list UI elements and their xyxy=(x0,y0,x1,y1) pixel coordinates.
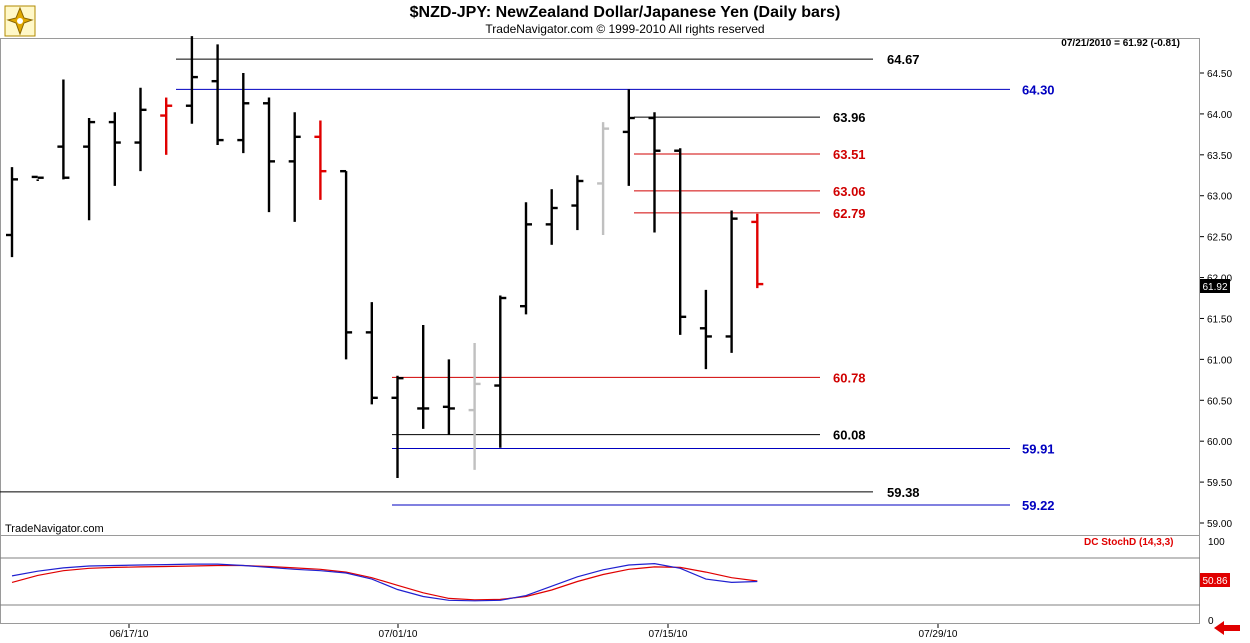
date-axis: 06/17/10 07/01/10 07/15/10 07/29/10 xyxy=(110,624,958,640)
price-tick-label: 60.00 xyxy=(1207,437,1232,448)
stoch-tick-0: 0 xyxy=(1208,616,1214,627)
stoch-k-line xyxy=(11,562,758,602)
level-label: 64.30 xyxy=(1022,82,1055,97)
date-tick-label: 07/29/10 xyxy=(919,629,958,640)
indicator-label: DC StochD (14,3,3) xyxy=(1084,537,1174,548)
price-tick-label: 61.50 xyxy=(1207,314,1232,325)
level-label: 62.79 xyxy=(833,206,866,221)
price-axis: 64.5064.0063.5063.0062.5062.0061.5061.00… xyxy=(1200,69,1232,530)
trade-navigator-logo-icon xyxy=(4,5,36,37)
stoch-d-line xyxy=(11,564,758,601)
level-label: 59.91 xyxy=(1022,442,1055,457)
stoch-tick-100: 100 xyxy=(1208,537,1225,548)
price-tick-label: 59.00 xyxy=(1207,519,1232,530)
last-price-tag xyxy=(1200,279,1230,293)
stoch-value-label: 50.86 xyxy=(1202,576,1227,587)
date-tick-label: 06/17/10 xyxy=(110,629,149,640)
level-label: 64.67 xyxy=(887,52,920,67)
date-tick-label: 07/15/10 xyxy=(649,629,688,640)
price-tick-label: 64.00 xyxy=(1207,110,1232,121)
stoch-value-tag xyxy=(1200,573,1230,587)
last-price-label: 61.92 xyxy=(1202,282,1227,293)
price-tick-label: 60.50 xyxy=(1207,396,1232,407)
level-label: 59.38 xyxy=(887,485,920,500)
price-tick-label: 62.50 xyxy=(1207,233,1232,244)
price-tick-label: 61.00 xyxy=(1207,355,1232,366)
price-tick-label: 63.50 xyxy=(1207,151,1232,162)
level-label: 59.22 xyxy=(1022,498,1055,513)
support-resistance-levels: 64.67 64.30 63.96 63.51 63.06 62.79 60.78 60.08… xyxy=(0,52,1055,513)
price-tick-label: 59.50 xyxy=(1207,478,1232,489)
level-label: 63.96 xyxy=(833,110,866,125)
brand-watermark: TradeNavigator.com xyxy=(5,523,104,535)
price-tick-label: 64.50 xyxy=(1207,69,1232,80)
level-label: 63.51 xyxy=(833,147,866,162)
level-label: 60.78 xyxy=(833,370,866,385)
chart-subtitle: TradeNavigator.com © 1999-2010 All right… xyxy=(485,22,765,36)
chart-header: $NZD-JPY: NewZealand Dollar/Japanese Yen… xyxy=(0,0,1250,38)
price-panel-frame xyxy=(0,38,1200,536)
indicator-panel-frame xyxy=(0,535,1200,624)
last-quote: 07/21/2010 = 61.92 (-0.81) xyxy=(1061,38,1180,49)
date-tick-label: 07/01/10 xyxy=(379,629,418,640)
scroll-left-arrow-icon[interactable] xyxy=(1212,620,1242,636)
ohlc-bars xyxy=(6,36,764,478)
level-label: 60.08 xyxy=(833,428,866,443)
chart-title: $NZD-JPY: NewZealand Dollar/Japanese Yen… xyxy=(409,4,841,21)
level-label: 63.06 xyxy=(833,184,866,199)
price-tick-label: 63.00 xyxy=(1207,192,1232,203)
